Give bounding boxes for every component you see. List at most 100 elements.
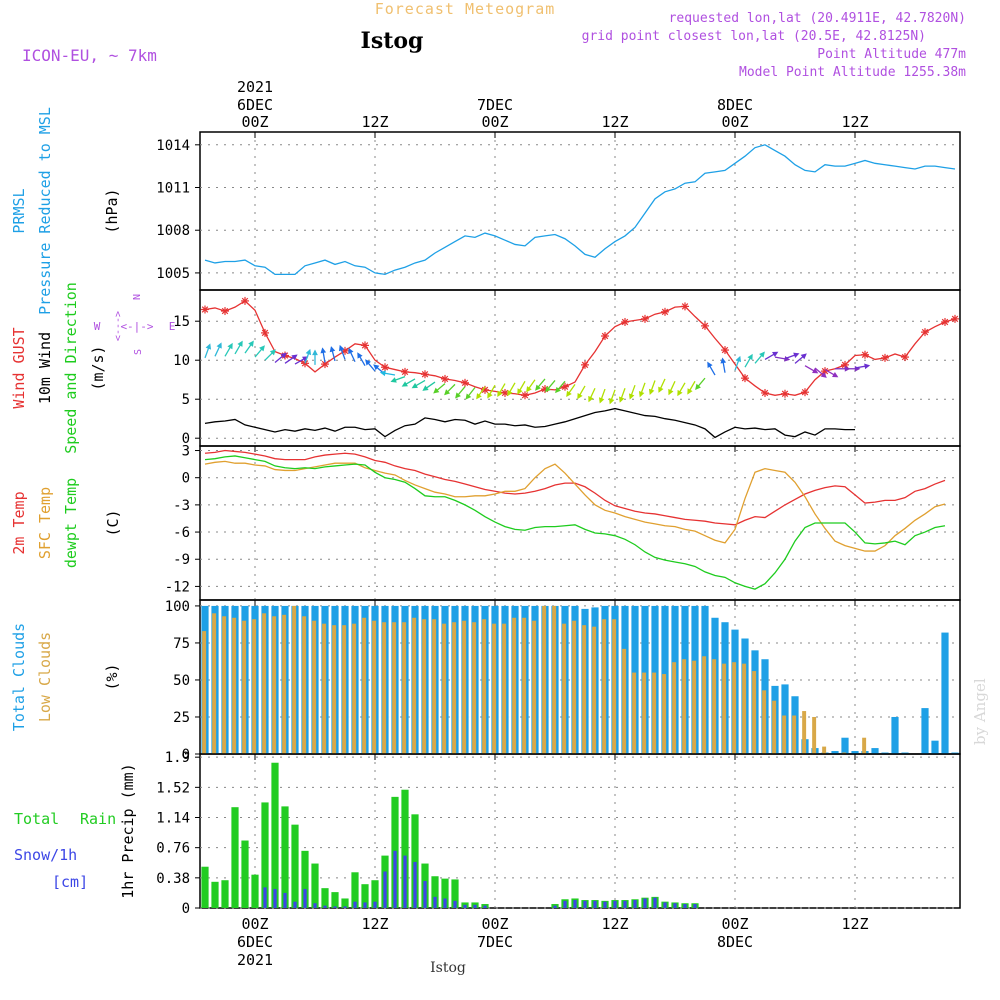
bottom-tick-label: 12Z [361,915,388,933]
bar [382,622,387,754]
panel-plot-area [201,296,959,439]
bar [802,711,807,754]
ytick-label: 1014 [156,138,190,154]
panel-plot-area [204,449,946,590]
bar [522,617,527,754]
bar [323,905,327,908]
wind-arrow [507,382,516,397]
ytick-label: 0 [182,747,190,763]
wind-arrow [535,378,546,391]
wind-arrow [476,386,486,400]
ytick-label: -12 [165,579,190,595]
bar [632,672,637,754]
ytick-label: 25 [173,710,190,726]
bar [401,789,409,908]
bar [321,888,329,908]
ytick-label: 1011 [156,181,190,197]
wind-arrow [433,383,446,394]
wind-arrow [545,380,556,393]
bar [841,737,849,754]
bar [291,824,299,908]
wind-arrow [254,345,265,358]
bar [473,904,477,908]
wind-arrow [390,375,406,383]
top-date-label: 6DEC [237,96,273,114]
bar [341,898,349,908]
ylabel-line: Low Clouds [36,632,54,722]
bar [353,901,357,908]
gust-marker [381,363,389,372]
bar [562,623,567,754]
gust-marker [361,341,369,350]
bar [333,906,337,908]
bar [292,605,297,754]
wind-arrow [598,388,606,404]
bar [891,716,899,754]
bar [301,850,309,908]
bar [201,866,209,908]
ytick-label: 0 [182,471,190,487]
gust-marker [521,391,529,400]
legend-rain: Rain [80,810,116,828]
bar [542,605,547,754]
ylabel-unit: (m/s) [89,345,107,390]
ytick-label: -3 [173,498,190,514]
bar [402,622,407,754]
bar [372,620,377,754]
watermark: by Angel [971,678,989,745]
wind-arrow [304,348,312,364]
wind-arrow [526,379,536,393]
bar [622,648,627,754]
wind-arrow [444,383,456,396]
top-tick-label: 00Z [481,113,508,131]
bar [762,690,767,754]
top-year-label: 2021 [237,78,273,96]
bar [441,878,449,908]
bar [921,708,929,754]
wind-arrow [707,361,716,376]
ylabel-line: SFC Temp [36,487,54,559]
bar [373,901,377,908]
compass-n: N [132,294,143,300]
top-date-label: 8DEC [717,96,753,114]
bottom-tick-label: 12Z [841,915,868,933]
bottom-tick-label: 12Z [601,915,628,933]
series-line [204,460,946,552]
bar [623,900,627,908]
bottom-tick-label: 00Z [721,915,748,933]
legend-snow: Snow/1h [14,846,77,864]
ytick-label: 1.52 [156,780,190,796]
bar [202,631,207,754]
panel-plot-area [201,605,959,754]
ytick-label: 10 [173,353,190,369]
bar [431,876,439,908]
wind-arrow [204,343,212,359]
wind-arrow [668,380,676,396]
series-line [204,455,946,590]
wind-arrow [588,388,596,403]
compass-we-arrow: <-|-> [120,320,153,333]
panel-frame [199,131,961,291]
bar [941,632,949,754]
bar [432,619,437,754]
bar [313,903,317,908]
bar [462,620,467,754]
bar [282,614,287,754]
panel-1: 1005 1008 1011 1014 PRMSL Pressure Reduced to… [10,107,961,315]
bar [362,617,367,754]
bar [423,881,427,908]
bar [742,663,747,754]
top-tick-label: 12Z [841,113,868,131]
bar [443,898,447,908]
bar [303,888,307,908]
series-line [204,144,956,276]
bar [452,622,457,754]
ytick-label: 1.9 [165,750,190,766]
bar [411,814,419,908]
wind-arrow [214,342,222,357]
bar [483,905,487,908]
panel-frame [199,753,961,909]
bar [593,900,597,908]
